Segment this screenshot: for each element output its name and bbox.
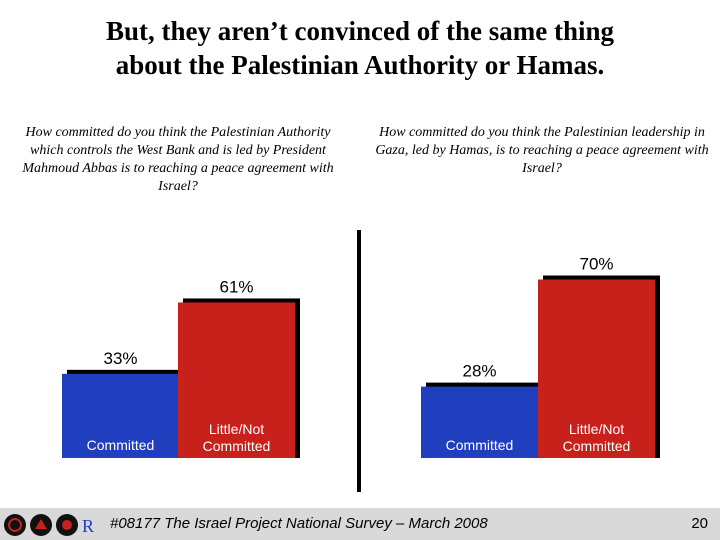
title-line-1: But, they aren’t convinced of the same t… [106,16,614,46]
category-label-2-committed: Committed [446,437,514,453]
question-pa: How committed do you think the Palestini… [22,125,334,194]
category-label-1-not-committed: Little/Not Committed [203,421,271,454]
slide-title: But, they aren’t convinced of the same t… [20,14,700,82]
category-label-1-committed: Committed [87,437,155,453]
sponsor-logos-icon: R [2,512,106,538]
bar-2-not-committed [538,279,655,458]
svg-text:R: R [82,516,94,536]
footer-bar [0,508,720,540]
question-hamas: How committed do you think the Palestini… [375,125,709,176]
data-label-2-not-committed: 70% [579,255,613,274]
bar-2-committed [421,386,538,458]
data-label-2-committed: 28% [462,362,496,381]
footer-source: #08177 The Israel Project National Surve… [110,515,488,532]
data-label-1-not-committed: 61% [219,277,253,296]
bar-1-not-committed [178,302,295,458]
data-label-1-committed: 33% [103,349,137,368]
bar-1-committed [62,373,179,458]
title-line-2: about the Palestinian Authority or Hamas… [115,50,605,80]
page-number: 20 [691,515,708,532]
chart-divider [357,230,361,492]
category-label-2-not-committed: Little/Not Committed [563,421,631,454]
